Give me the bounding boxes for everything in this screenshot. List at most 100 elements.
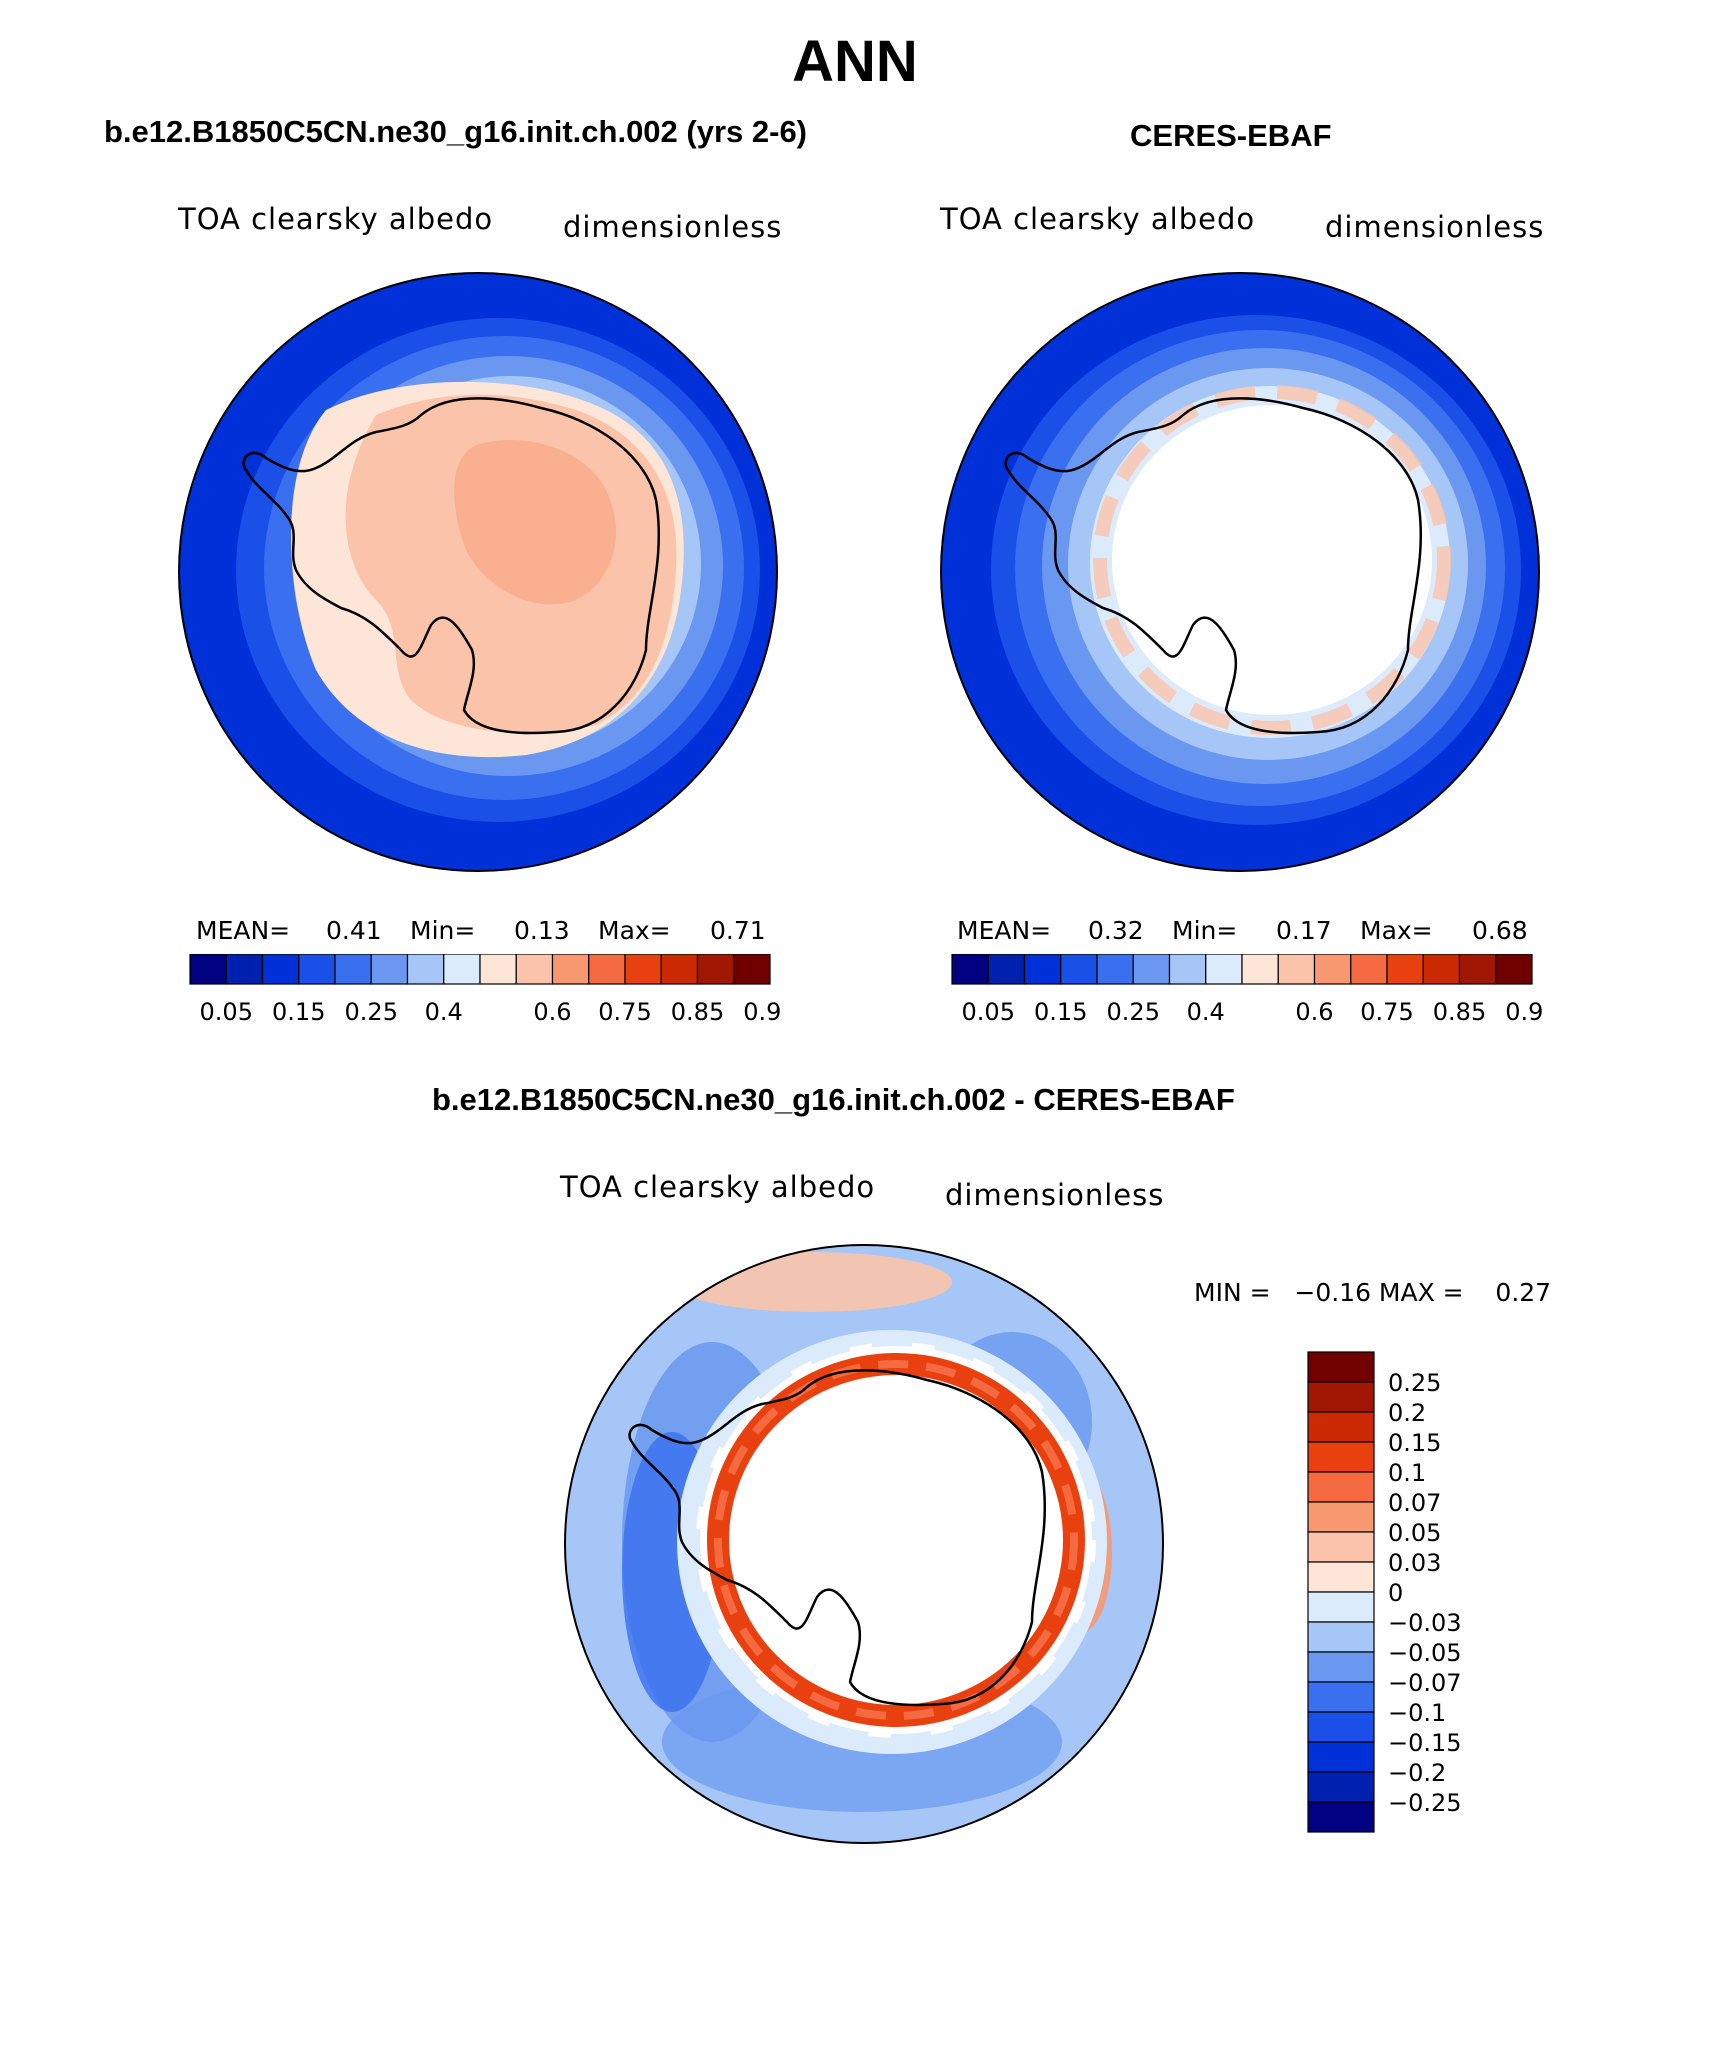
panel-1-max-value: 0.71 (710, 916, 766, 945)
colorbar-swatch (1313, 954, 1352, 985)
colorbar-swatch (660, 954, 699, 985)
colorbar-swatch (987, 954, 1026, 985)
colorbar-swatch (334, 954, 372, 985)
colorbar-tick-label: 0.6 (533, 998, 571, 1026)
colorbar-tick-label: 0.95 (743, 998, 780, 1026)
colorbar-swatch (189, 954, 227, 985)
map-model-albedo (178, 272, 778, 872)
colorbar-tick-label: 0.05 (200, 998, 253, 1026)
colorbar-tick-label: 0.15 (1388, 1429, 1441, 1457)
colorbar-swatch (406, 954, 445, 985)
diff-units-label: dimensionless (945, 1178, 1165, 1212)
diff-minmax-text: MIN = −0.16 MAX = 0.27 (1194, 1278, 1552, 1307)
colorbar-difference: 0.250.20.150.10.070.050.030−0.03−0.05−0.… (1307, 1351, 1462, 1833)
colorbar-swatch (1307, 1561, 1375, 1593)
colorbar-swatch (1422, 954, 1461, 985)
colorbar-swatch (1132, 954, 1171, 985)
colorbar-tick-label: 0.75 (1360, 998, 1413, 1026)
panel-2-mean-label: MEAN= (957, 916, 1052, 945)
panel-2-mean-value: 0.32 (1088, 916, 1144, 945)
colorbar-tick-label: 0.85 (671, 998, 724, 1026)
colorbar-swatch (1307, 1441, 1375, 1473)
colorbar-swatch (624, 954, 662, 985)
panel-2-min-value: 0.17 (1276, 916, 1332, 945)
colorbar-tick-label: −0.25 (1388, 1789, 1462, 1817)
colorbar-tick-label: −0.05 (1388, 1639, 1462, 1667)
panel-2-min-label: Min= (1172, 916, 1238, 945)
colorbar-tick-label: 0.25 (1107, 998, 1160, 1026)
colorbar-tick-label: 0.05 (962, 998, 1015, 1026)
colorbar-swatch (1307, 1681, 1375, 1713)
colorbar-swatch (1096, 954, 1134, 985)
panel-1-max-label: Max= (598, 916, 671, 945)
colorbar-swatch (515, 954, 554, 985)
panel-2-var-label: TOA clearsky albedo (940, 202, 1256, 236)
colorbar-swatch (1205, 954, 1243, 985)
colorbar-tick-label: 0.25 (1388, 1369, 1441, 1397)
colorbar-swatch (1307, 1351, 1375, 1383)
colorbar-swatch (370, 954, 409, 985)
panel-1-min-label: Min= (410, 916, 476, 945)
colorbar-swatch (588, 954, 626, 985)
colorbar-swatch (1277, 954, 1316, 985)
colorbar-panel-1: 0.05 0.15 0.25 0.4 0.6 0.75 0.85 0.95 (189, 954, 780, 1026)
panel-1-mean-label: MEAN= (196, 916, 291, 945)
colorbar-swatch (1307, 1711, 1375, 1743)
colorbar-tick-label: −0.2 (1388, 1759, 1446, 1787)
colorbar-swatch (1307, 1411, 1375, 1443)
colorbar-tick-label: 0.4 (1187, 998, 1225, 1026)
colorbar-swatch (1307, 1501, 1375, 1533)
colorbar-swatch (1307, 1741, 1375, 1773)
panel-1-min-value: 0.13 (514, 916, 570, 945)
colorbar-swatch (1350, 954, 1388, 985)
colorbar-tick-label: 0.85 (1433, 998, 1486, 1026)
colorbar-swatch (696, 954, 735, 985)
panel-1-units-label: dimensionless (563, 210, 783, 244)
colorbar-swatch (1307, 1591, 1375, 1623)
diff-panel-title: b.e12.B1850C5CN.ne30_g16.init.ch.002 - C… (432, 1082, 1235, 1117)
colorbar-tick-label: 0.75 (598, 998, 651, 1026)
colorbar-swatch (551, 954, 590, 985)
panel-2-units-label: dimensionless (1325, 210, 1545, 244)
colorbar-swatch (1307, 1771, 1375, 1803)
colorbar-swatch (1241, 954, 1279, 985)
panel-1-mean-value: 0.41 (326, 916, 382, 945)
colorbar-tick-label: 0.05 (1388, 1519, 1441, 1547)
colorbar-tick-label: 0.6 (1295, 998, 1333, 1026)
figure-title: ANN (792, 29, 918, 94)
colorbar-swatch (1307, 1651, 1375, 1683)
panel-2-title: CERES-EBAF (1130, 118, 1332, 153)
colorbar-tick-label: −0.03 (1388, 1609, 1462, 1637)
colorbar-swatch (1023, 954, 1062, 985)
colorbar-tick-label: −0.1 (1388, 1699, 1446, 1727)
colorbar-tick-label: 0.1 (1388, 1459, 1426, 1487)
colorbar-tick-label: 0.03 (1388, 1549, 1441, 1577)
colorbar-tick-label: 0.4 (425, 998, 463, 1026)
colorbar-swatch (1060, 954, 1098, 985)
colorbar-swatch (479, 954, 517, 985)
colorbar-swatch (1307, 1621, 1375, 1653)
colorbar-tick-label: 0.95 (1505, 998, 1542, 1026)
map-difference-albedo (564, 1244, 1164, 1844)
colorbar-swatch (1307, 1531, 1375, 1563)
panel-2-max-value: 0.68 (1472, 916, 1528, 945)
colorbar-swatch (733, 954, 771, 985)
colorbar-tick-label: 0.2 (1388, 1399, 1426, 1427)
colorbar-tick-label: 0.15 (272, 998, 325, 1026)
colorbar-panel-2: 0.05 0.15 0.25 0.4 0.6 0.75 0.85 0.95 (951, 954, 1542, 1026)
panel-2-max-label: Max= (1360, 916, 1433, 945)
colorbar-swatch (225, 954, 264, 985)
map-ceres-albedo (940, 272, 1540, 872)
colorbar-tick-label: 0.25 (345, 998, 398, 1026)
colorbar-swatch (1307, 1471, 1375, 1503)
colorbar-swatch (951, 954, 989, 985)
colorbar-swatch (1458, 954, 1497, 985)
colorbar-swatch (1168, 954, 1207, 985)
colorbar-swatch (261, 954, 300, 985)
panel-1-title: b.e12.B1850C5CN.ne30_g16.init.ch.002 (yr… (104, 114, 808, 149)
colorbar-swatch (443, 954, 481, 985)
colorbar-swatch (1495, 954, 1533, 985)
colorbar-tick-label: 0 (1388, 1579, 1403, 1607)
colorbar-swatch (1307, 1801, 1375, 1833)
colorbar-tick-label: −0.07 (1388, 1669, 1462, 1697)
